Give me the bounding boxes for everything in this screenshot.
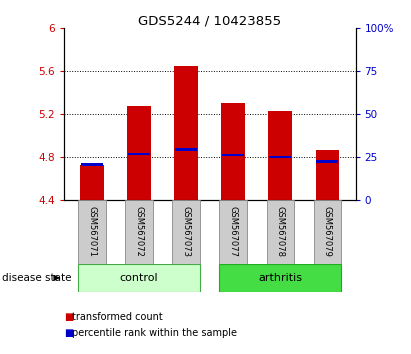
Bar	[78, 200, 106, 264]
Bar	[173, 200, 200, 264]
Text: percentile rank within the sample: percentile rank within the sample	[72, 328, 237, 338]
Text: GSM567072: GSM567072	[134, 206, 143, 257]
Bar	[222, 154, 244, 156]
Bar	[268, 111, 292, 200]
Text: disease state: disease state	[2, 273, 72, 283]
Bar	[78, 264, 200, 292]
Text: control: control	[120, 273, 158, 283]
Bar	[222, 103, 245, 200]
Bar	[125, 200, 152, 264]
Bar	[81, 164, 103, 166]
Text: GSM567079: GSM567079	[323, 206, 332, 257]
Bar	[314, 200, 341, 264]
Text: GSM567071: GSM567071	[88, 206, 97, 257]
Text: GSM567073: GSM567073	[182, 206, 191, 257]
Bar	[316, 150, 339, 200]
Text: ■: ■	[64, 312, 73, 322]
Bar	[316, 160, 338, 162]
Text: GSM567078: GSM567078	[276, 206, 285, 257]
Bar	[269, 156, 291, 158]
Bar	[174, 66, 198, 200]
Text: arthritis: arthritis	[258, 273, 302, 283]
Text: transformed count: transformed count	[72, 312, 163, 322]
Text: ■: ■	[64, 328, 73, 338]
Bar	[80, 165, 104, 200]
Bar	[175, 148, 197, 151]
Text: GSM567077: GSM567077	[229, 206, 238, 257]
Title: GDS5244 / 10423855: GDS5244 / 10423855	[138, 14, 281, 27]
Bar	[267, 200, 294, 264]
Bar	[219, 264, 341, 292]
Bar	[127, 105, 151, 200]
Bar	[219, 200, 247, 264]
Bar	[128, 153, 150, 155]
